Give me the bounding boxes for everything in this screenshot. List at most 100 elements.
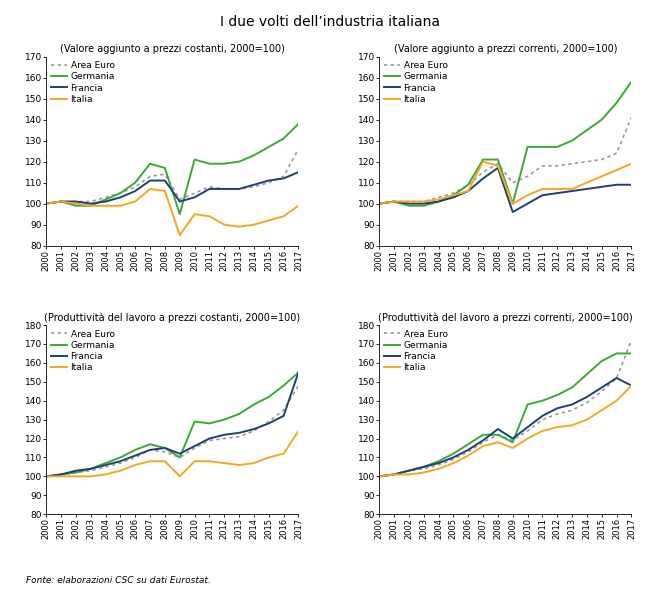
Area Euro [420, 465, 428, 472]
Line: Francia: Francia [46, 172, 298, 204]
Germania [390, 471, 398, 478]
Italia [539, 186, 546, 193]
Area Euro [420, 198, 428, 205]
Line: Area Euro: Area Euro [46, 385, 298, 476]
Germania [205, 160, 213, 167]
Germania [405, 467, 412, 474]
Italia [434, 465, 442, 472]
Germania [598, 116, 606, 123]
Area Euro [568, 407, 576, 414]
Francia [191, 443, 199, 450]
Area Euro [405, 467, 412, 474]
Germania [583, 126, 591, 134]
Germania [479, 156, 487, 163]
Area Euro [86, 198, 94, 205]
Legend: Area Euro, Germania, Francia, Italia: Area Euro, Germania, Francia, Italia [382, 59, 449, 106]
Francia [464, 187, 472, 194]
Italia [42, 200, 50, 207]
Italia [449, 460, 457, 467]
Francia [628, 181, 636, 189]
Area Euro [553, 410, 561, 417]
Area Euro [280, 173, 288, 180]
Area Euro [464, 448, 472, 455]
Germania [494, 156, 502, 163]
Germania [539, 397, 546, 404]
Italia [72, 200, 80, 207]
Germania [176, 454, 183, 461]
Germania [72, 202, 80, 209]
Italia [250, 460, 258, 467]
Francia [72, 198, 80, 205]
Italia [376, 473, 383, 480]
Germania [102, 196, 110, 203]
Legend: Area Euro, Germania, Francia, Italia: Area Euro, Germania, Francia, Italia [382, 328, 449, 374]
Germania [449, 450, 457, 457]
Francia [494, 426, 502, 433]
Francia [235, 186, 243, 193]
Italia [628, 382, 636, 389]
Germania [86, 202, 94, 209]
Italia [235, 223, 243, 230]
Francia [250, 181, 258, 189]
Germania [479, 431, 487, 439]
Italia [176, 232, 183, 239]
Area Euro [523, 427, 531, 434]
Italia [612, 167, 620, 174]
Germania [191, 418, 199, 425]
Italia [116, 202, 124, 209]
Francia [376, 473, 383, 480]
Germania [250, 401, 258, 408]
Francia [42, 200, 50, 207]
Germania [583, 371, 591, 378]
Italia [205, 213, 213, 220]
Francia [131, 452, 139, 459]
Line: Francia: Francia [46, 372, 298, 476]
Italia [191, 457, 199, 465]
Italia [598, 407, 606, 414]
Area Euro [479, 168, 487, 176]
Francia [42, 473, 50, 480]
Italia [294, 202, 302, 209]
Line: Area Euro: Area Euro [379, 118, 632, 204]
Area Euro [583, 158, 591, 165]
Area Euro [102, 463, 110, 470]
Italia [494, 439, 502, 446]
Germania [116, 454, 124, 461]
Line: Area Euro: Area Euro [379, 340, 632, 476]
Area Euro [72, 469, 80, 476]
Germania [265, 144, 273, 151]
Francia [523, 424, 531, 431]
Italia [420, 198, 428, 205]
Germania [235, 410, 243, 417]
Germania [612, 99, 620, 106]
Francia [420, 200, 428, 207]
Italia [146, 457, 154, 465]
Area Euro [568, 160, 576, 167]
Francia [479, 437, 487, 444]
Area Euro [176, 196, 183, 203]
Line: Area Euro: Area Euro [46, 149, 298, 204]
Area Euro [72, 198, 80, 205]
Italia [464, 187, 472, 194]
Title: (Valore aggiunto a prezzi correnti, 2000=100): (Valore aggiunto a prezzi correnti, 2000… [393, 44, 617, 54]
Italia [205, 457, 213, 465]
Area Euro [509, 179, 517, 186]
Germania [280, 135, 288, 142]
Francia [405, 467, 412, 474]
Germania [509, 200, 517, 207]
Francia [161, 444, 169, 452]
Area Euro [235, 186, 243, 193]
Francia [72, 467, 80, 474]
Line: Francia: Francia [379, 378, 632, 476]
Italia [523, 435, 531, 442]
Germania [434, 198, 442, 205]
Area Euro [449, 456, 457, 463]
Francia [102, 462, 110, 469]
Germania [523, 401, 531, 408]
Germania [539, 144, 546, 151]
Germania [390, 198, 398, 205]
Italia [250, 221, 258, 228]
Francia [479, 175, 487, 182]
Area Euro [280, 407, 288, 414]
Area Euro [235, 433, 243, 440]
